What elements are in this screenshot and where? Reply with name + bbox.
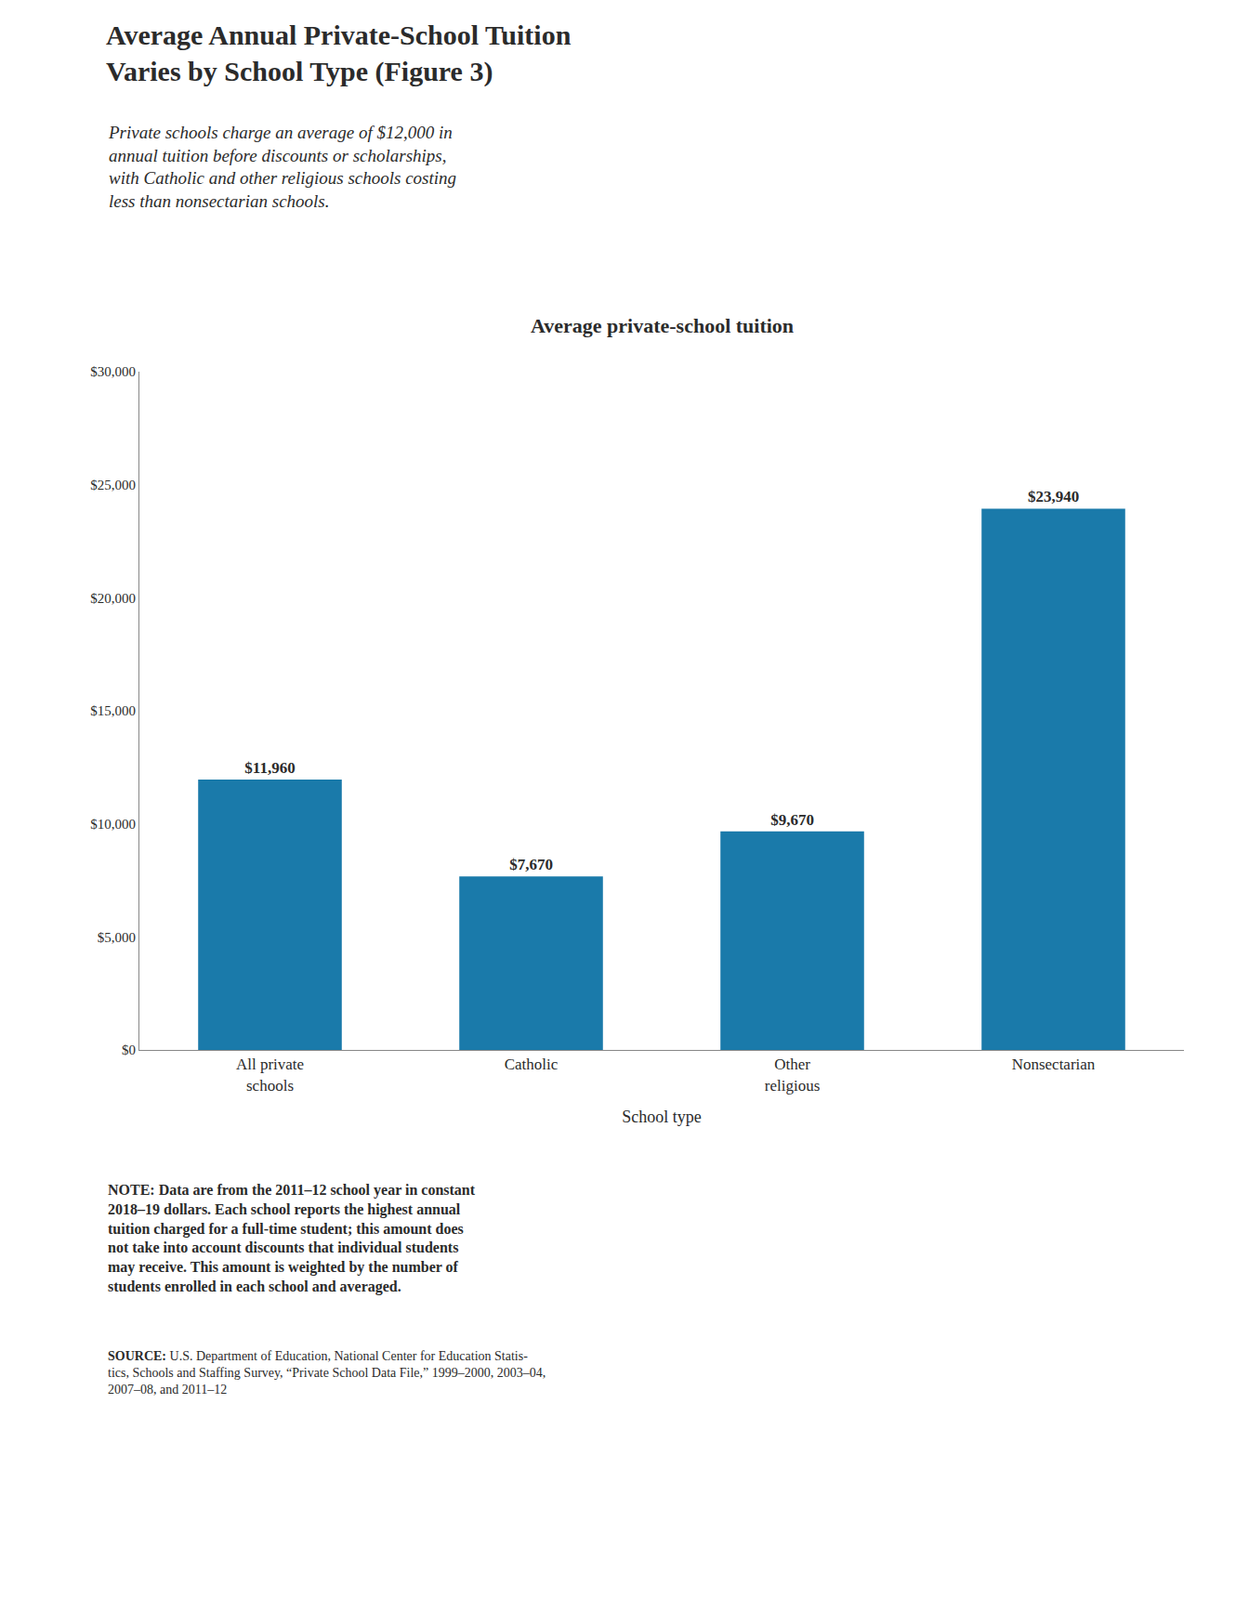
svg-text:$0: $0: [121, 1042, 136, 1058]
svg-text:School type: School type: [621, 1107, 702, 1127]
svg-text:$7,670: $7,670: [509, 855, 553, 874]
svg-text:SOURCE: U.S. Department of Edu: SOURCE: U.S. Department of Education, Na…: [107, 1349, 546, 1397]
svg-text:Average private-school tuition: Average private-school tuition: [530, 314, 794, 338]
svg-text:$10,000: $10,000: [90, 816, 136, 832]
svg-text:Private schools charge an aver: Private schools charge an average of $12…: [107, 122, 457, 211]
svg-text:$5,000: $5,000: [97, 930, 136, 946]
svg-text:Catholic: Catholic: [504, 1055, 559, 1074]
svg-text:Average Annual Private-School: Average Annual Private-School TuitionVar…: [105, 19, 572, 88]
svg-text:$25,000: $25,000: [90, 477, 136, 493]
svg-text:Otherreligious: Otherreligious: [764, 1055, 821, 1094]
svg-text:$9,670: $9,670: [770, 811, 815, 829]
svg-text:Nonsectarian: Nonsectarian: [1012, 1055, 1096, 1074]
svg-text:$30,000: $30,000: [90, 364, 136, 380]
svg-text:All privateschools: All privateschools: [236, 1055, 304, 1094]
svg-text:$23,940: $23,940: [1027, 487, 1079, 506]
svg-text:$11,960: $11,960: [244, 759, 295, 777]
svg-text:$20,000: $20,000: [90, 591, 136, 606]
svg-text:$15,000: $15,000: [90, 703, 136, 719]
svg-text:NOTE: Data are from the 2011–1: NOTE: Data are from the 2011–12 school y…: [107, 1182, 476, 1296]
